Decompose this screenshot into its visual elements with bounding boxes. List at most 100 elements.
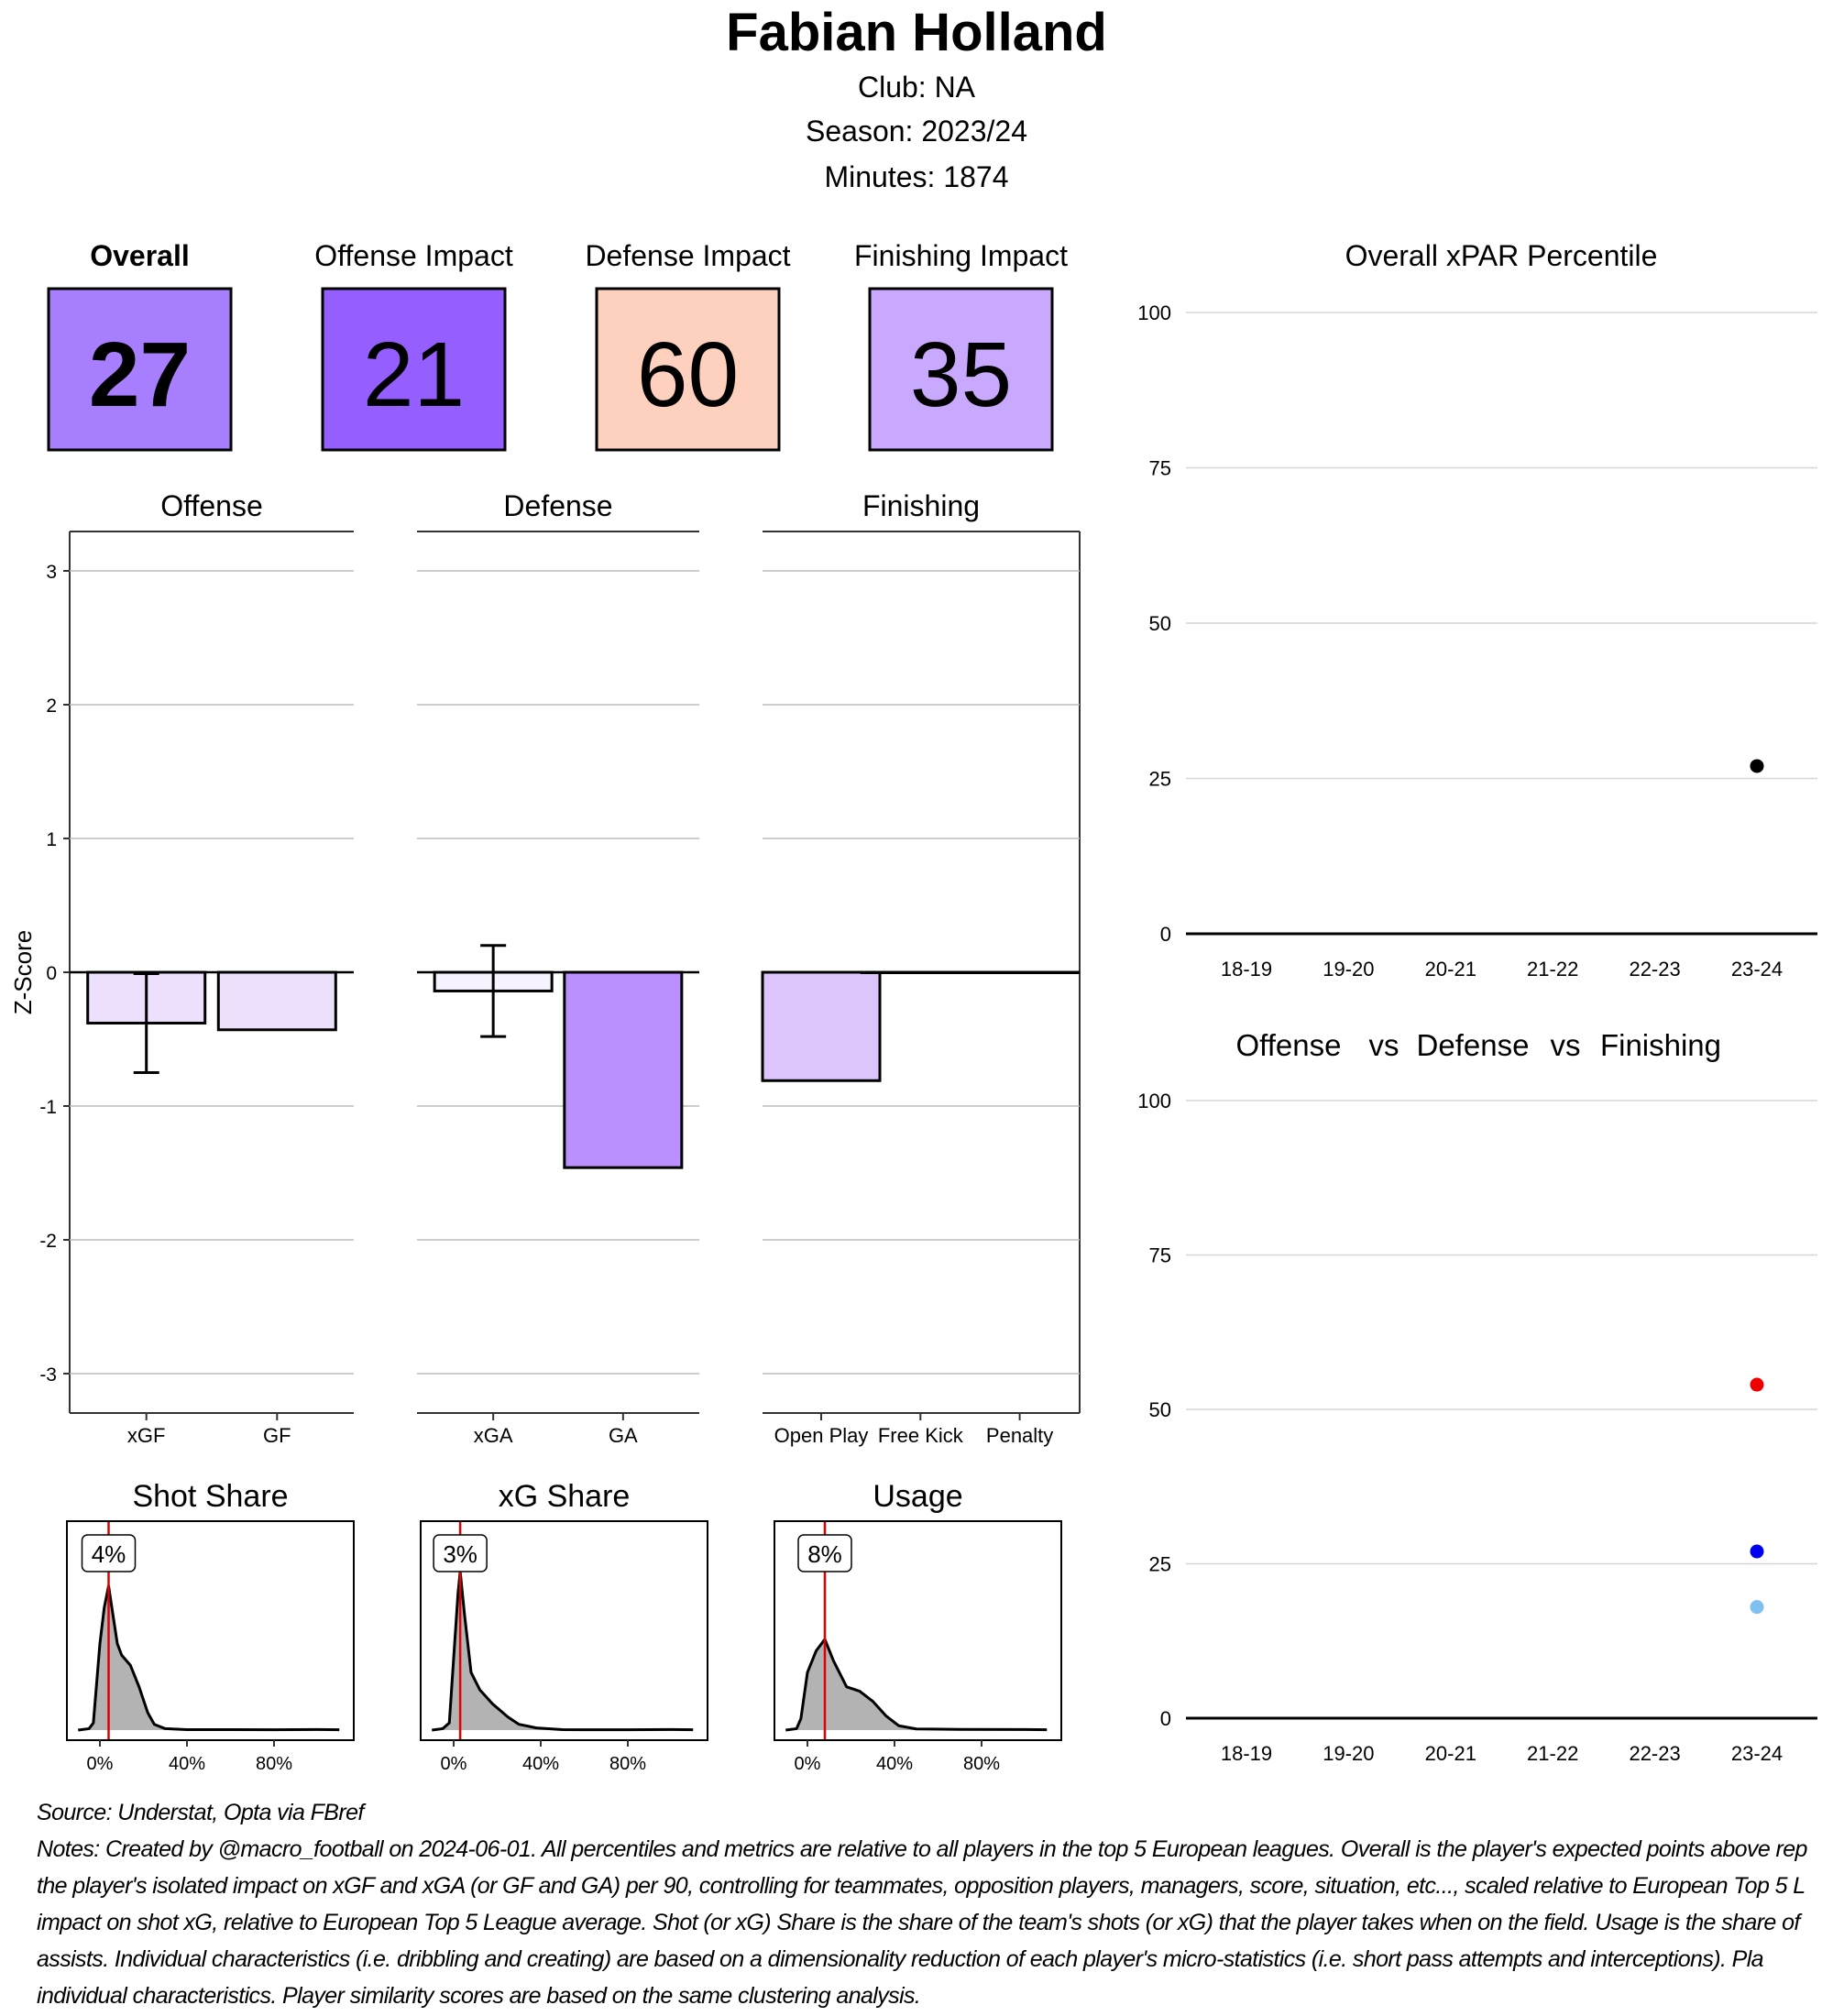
season-label: Season: 2023/24 (806, 115, 1027, 148)
density-panel-border (774, 1520, 1062, 1741)
point-overall-23-24 (1750, 759, 1764, 773)
point-defense-23-24 (1750, 1377, 1764, 1392)
x-tick-label: 19-20 (1323, 1742, 1374, 1765)
density-area (785, 1638, 1048, 1730)
x-tick-label: 0% (441, 1754, 467, 1774)
player-value-label-box (433, 1534, 488, 1572)
bar-gf (216, 970, 337, 1032)
y-tick-label: 25 (1149, 1553, 1171, 1576)
tile-value-3: 35 (910, 323, 1012, 426)
density-panel-border (420, 1520, 708, 1741)
x-tick-label: Open Play (774, 1424, 869, 1447)
x-tick-label: 23-24 (1731, 958, 1783, 981)
density-panel-title: xG Share (499, 1479, 631, 1514)
y-tick-label: 100 (1137, 1090, 1171, 1112)
bar-open-play (761, 970, 882, 1082)
player-value-label: 3% (443, 1540, 477, 1568)
x-tick-label: 23-24 (1731, 1742, 1783, 1765)
x-tick-label: 20-21 (1425, 1742, 1476, 1765)
x-tick-label: 21-22 (1527, 958, 1578, 981)
x-tick-label: 22-23 (1629, 1742, 1680, 1765)
player-value-label-box (797, 1534, 852, 1572)
x-tick-label: 80% (609, 1754, 646, 1774)
tile-label-0: Overall (90, 239, 190, 272)
y-tick-label: 100 (1137, 301, 1171, 324)
legend-offense: Offense (1236, 1028, 1342, 1062)
y-tick-label: 2 (46, 696, 57, 717)
point-offense-23-24 (1750, 1544, 1764, 1559)
x-tick-label: 0% (795, 1754, 821, 1774)
density-panel-border (66, 1520, 355, 1741)
percentile-chart-title: Overall xPAR Percentile (1345, 239, 1658, 272)
player-value-label: 8% (807, 1540, 842, 1568)
x-tick-label: 19-20 (1323, 958, 1374, 981)
player-name-title: Fabian Holland (726, 3, 1107, 62)
legend-separator: vs (1369, 1028, 1399, 1062)
y-tick-label: 1 (46, 829, 57, 850)
footer-note-line: individual characteristics. Player simil… (37, 1983, 921, 2009)
x-tick-label: xGF (127, 1424, 166, 1447)
y-tick-label: 75 (1149, 1244, 1171, 1267)
density-area (78, 1585, 340, 1730)
x-tick-label: Penalty (986, 1424, 1053, 1447)
tile-box-3 (868, 287, 1054, 452)
x-tick-label: 20-21 (1425, 958, 1476, 981)
player-value-label-box (81, 1534, 137, 1572)
y-tick-label: 25 (1149, 768, 1171, 791)
tile-value-0: 27 (89, 323, 191, 426)
y-tick-label: -2 (39, 1231, 57, 1252)
point-finishing-23-24 (1750, 1600, 1764, 1615)
x-tick-label: 0% (87, 1754, 114, 1774)
density-line (785, 1638, 1048, 1732)
footer-notes: Source: Understat, Opta via FBref Notes:… (37, 1794, 1833, 2014)
density-panel-title: Usage (873, 1479, 962, 1514)
x-tick-label: 18-19 (1221, 958, 1272, 981)
x-tick-label: 80% (963, 1754, 1000, 1774)
tile-value-2: 60 (637, 323, 739, 426)
y-tick-label: 0 (1160, 923, 1171, 946)
density-area (432, 1572, 694, 1730)
footer-note-line: impact on shot xG, relative to European … (37, 1910, 1800, 1935)
tile-value-1: 21 (363, 323, 465, 426)
legend-defense: Defense (1417, 1028, 1530, 1062)
x-tick-label: 40% (876, 1754, 913, 1774)
player-value-label: 4% (92, 1540, 126, 1568)
x-tick-label: 21-22 (1527, 1742, 1578, 1765)
x-tick-label: 22-23 (1629, 958, 1680, 981)
club-label: Club: NA (858, 71, 976, 104)
tile-box-0 (47, 287, 233, 452)
y-tick-label: 0 (1160, 1707, 1171, 1730)
y-axis-title: Z-Score (9, 930, 37, 1014)
y-tick-label: -3 (39, 1364, 57, 1386)
x-tick-label: GF (263, 1424, 291, 1447)
y-tick-label: -1 (39, 1097, 57, 1118)
minutes-label: Minutes: 1874 (824, 160, 1008, 193)
y-tick-label: 75 (1149, 457, 1171, 480)
x-tick-label: 40% (522, 1754, 559, 1774)
footer-note-line: the player's isolated impact on xGF and … (37, 1873, 1806, 1899)
density-line (432, 1570, 694, 1732)
bar-ga (563, 970, 684, 1169)
x-tick-label: 18-19 (1221, 1742, 1272, 1765)
x-tick-label: xGA (474, 1424, 513, 1447)
tile-box-1 (321, 287, 507, 452)
x-tick-label: GA (609, 1424, 638, 1447)
x-tick-label: 40% (169, 1754, 205, 1774)
bar-panel-title: Defense (503, 489, 612, 522)
x-tick-label: Free Kick (878, 1424, 964, 1447)
density-line (78, 1584, 340, 1732)
footer-source: Source: Understat, Opta via FBref (37, 1800, 364, 1825)
y-tick-label: 0 (46, 963, 57, 984)
y-tick-label: 3 (46, 562, 57, 583)
x-tick-label: 80% (256, 1754, 292, 1774)
tile-label-2: Defense Impact (585, 239, 790, 272)
y-tick-label: 50 (1149, 1398, 1171, 1421)
legend-separator: vs (1551, 1028, 1581, 1062)
footer-note-line: Notes: Created by @macro_football on 202… (37, 1836, 1807, 1862)
y-tick-label: 50 (1149, 612, 1171, 635)
bar-panel-title: Offense (160, 489, 262, 522)
bar-panel-title: Finishing (862, 489, 980, 522)
footer-note-line: assists. Individual characteristics (i.e… (37, 1946, 1764, 1972)
tile-box-2 (595, 287, 781, 452)
